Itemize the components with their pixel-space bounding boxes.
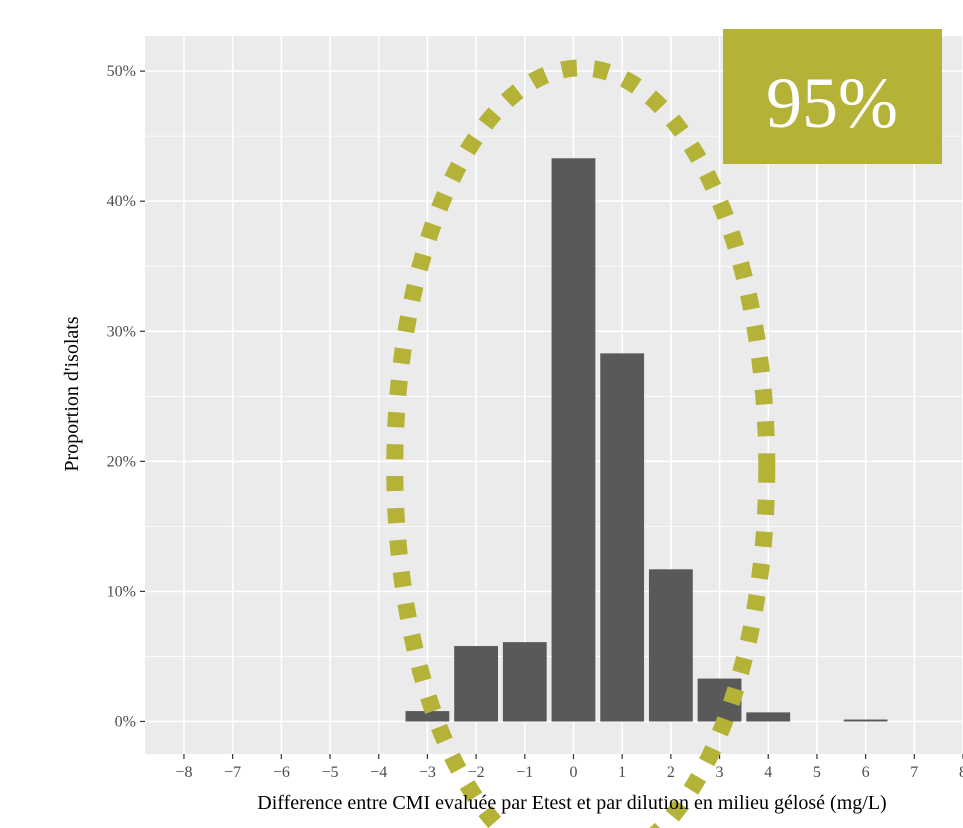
x-tick-label: 7 <box>910 764 918 781</box>
percentage-badge: 95% <box>723 29 942 164</box>
bar <box>551 158 596 722</box>
x-axis-title: Difference entre CMI evaluée par Etest e… <box>257 792 886 814</box>
y-tick-label: 0% <box>115 713 136 730</box>
bar <box>405 711 450 722</box>
x-tick-label: 3 <box>716 764 724 781</box>
x-tick-label: −3 <box>419 764 436 781</box>
x-tick-label: −2 <box>468 764 485 781</box>
x-tick-label: 1 <box>618 764 626 781</box>
x-tick-label: 6 <box>862 764 870 781</box>
bar <box>843 719 888 722</box>
x-tick-label: −5 <box>322 764 339 781</box>
bar <box>502 642 547 722</box>
x-tick-label: −7 <box>224 764 241 781</box>
bar <box>454 646 499 722</box>
x-tick-label: −4 <box>370 764 387 781</box>
y-tick-label: 20% <box>107 453 136 470</box>
y-tick-label: 40% <box>107 193 136 210</box>
x-tick-label: 2 <box>667 764 675 781</box>
y-tick-label: 50% <box>107 63 136 80</box>
badge-text: 95% <box>766 63 898 143</box>
x-tick-label: 5 <box>813 764 821 781</box>
highlight-ellipse <box>386 59 776 828</box>
bars <box>405 158 888 722</box>
y-axis: 0% 10% 20% 30% 40% 50% <box>107 63 145 730</box>
x-tick-label: 4 <box>764 764 772 781</box>
bar <box>648 569 693 722</box>
x-tick-label: 8 <box>959 764 963 781</box>
y-tick-label: 10% <box>107 583 136 600</box>
badge-box <box>723 29 942 164</box>
y-tick-label: 30% <box>107 323 136 340</box>
bar <box>600 353 645 722</box>
x-tick-label: −1 <box>516 764 533 781</box>
bar <box>746 712 791 722</box>
x-tick-label: 0 <box>569 764 577 781</box>
x-tick-label: −8 <box>175 764 192 781</box>
x-tick-label: −6 <box>273 764 290 781</box>
y-axis-title: Proportion d'isolats <box>61 316 83 471</box>
x-axis: −8 −7 −6 −5 −4 −3 −2 −1 0 1 2 3 4 5 6 7 8 <box>175 754 963 781</box>
